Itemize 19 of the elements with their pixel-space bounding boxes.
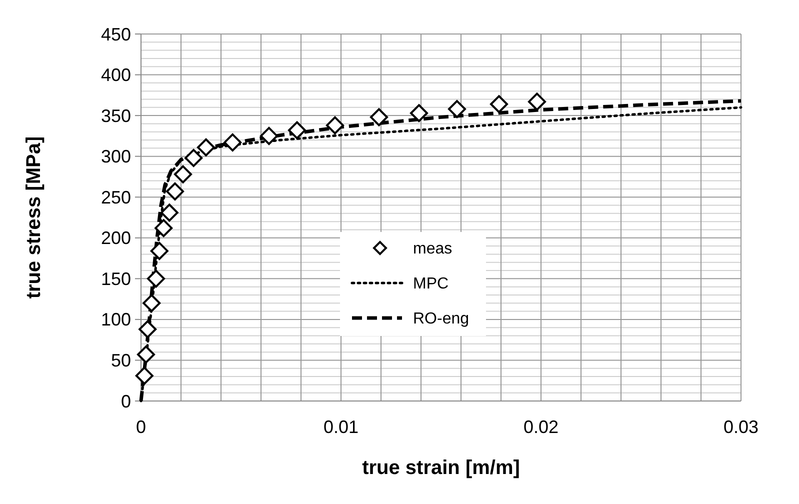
y-tick-label: 150 (100, 268, 131, 289)
y-tick-label: 100 (100, 310, 131, 330)
legend-label: RO-eng (413, 310, 470, 328)
y-tick-label: 450 (100, 24, 131, 44)
y-tick-label: 400 (100, 65, 131, 86)
y-tick-label: 0 (120, 391, 131, 412)
y-tick-label: 50 (110, 350, 131, 371)
legend-label: MPC (413, 276, 449, 293)
x-tick-label: 0.01 (323, 417, 359, 437)
legend-label: meas (413, 240, 452, 258)
y-tick-label: 300 (100, 146, 131, 167)
x-tick-label: 0 (136, 417, 146, 437)
y-axis-title: true stress [MPa] (23, 136, 45, 299)
x-axis-title: true strain [m/m] (362, 457, 520, 479)
y-tick-label: 200 (100, 228, 131, 248)
y-tick-label: 250 (100, 187, 131, 208)
y-tick-label: 350 (100, 106, 131, 126)
x-tick-label: 0.02 (523, 417, 559, 437)
x-tick-label: 0.03 (723, 417, 759, 437)
